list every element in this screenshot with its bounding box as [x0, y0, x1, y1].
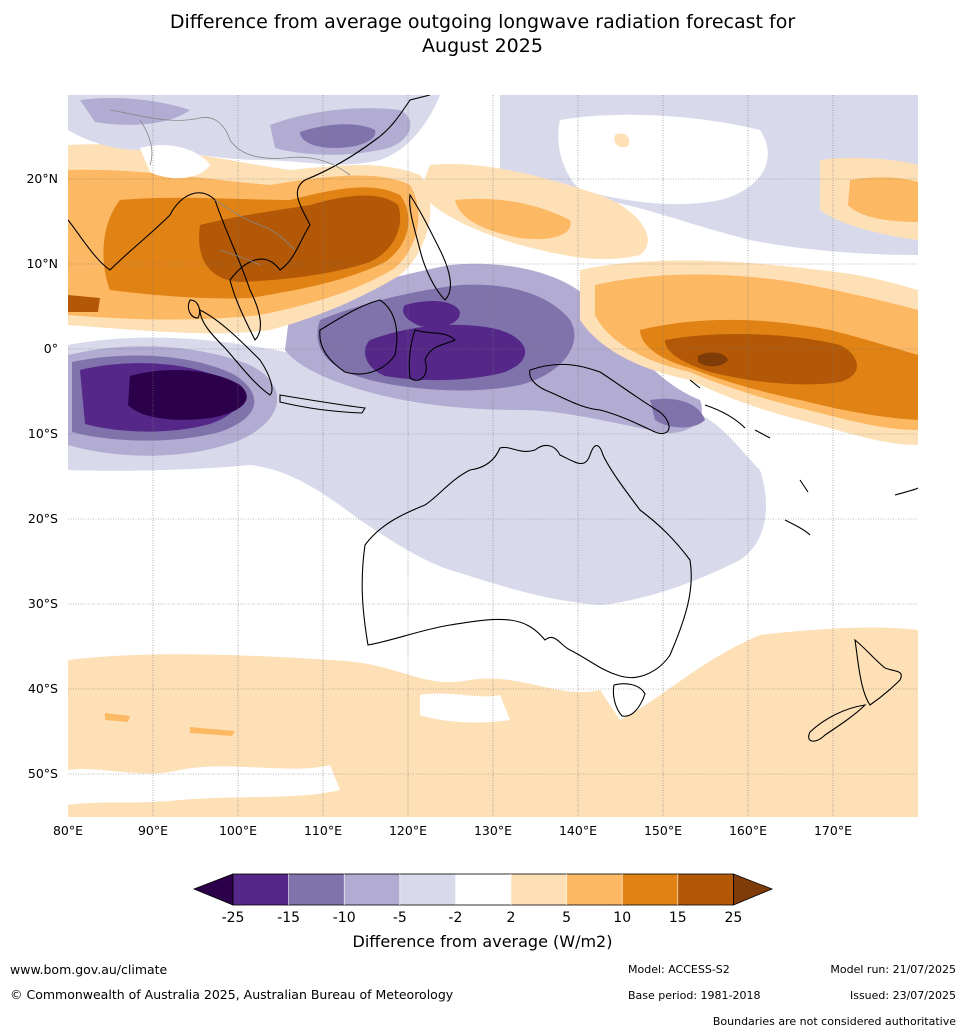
lat-label: 40°S: [28, 681, 58, 696]
colorbar-tick-label: -2: [448, 910, 462, 926]
title-line-2: August 2025: [422, 35, 543, 57]
new-zealand-coastline: [808, 638, 902, 742]
colorbar-max-extension: [733, 873, 774, 906]
lon-label: 160°E: [729, 823, 767, 838]
lon-label: 100°E: [219, 823, 257, 838]
colorbar-tick-label: -5: [393, 910, 407, 926]
website-text: www.bom.gov.au/climate: [10, 962, 168, 977]
title-line-1: Difference from average outgoing longwav…: [169, 11, 796, 33]
vanuatu-fiji-coastline: [784, 479, 918, 536]
lon-label: 150°E: [644, 823, 682, 838]
lat-label: 20°N: [26, 171, 58, 186]
lon-label: 90°E: [138, 823, 168, 838]
colorbar-segment: [622, 874, 678, 905]
tasmania-coastline: [612, 683, 646, 717]
colorbar-tick-label: -10: [333, 910, 356, 926]
colorbar-tick-label: 10: [613, 910, 631, 926]
colorbar-segment: [677, 874, 734, 905]
philippines-coastline: [409, 193, 451, 301]
lat-label: 0°: [44, 341, 58, 356]
colorbar-tick-label: 15: [669, 910, 687, 926]
png-islands-coastline: [689, 379, 771, 439]
colorbar-segment: [511, 874, 567, 905]
graticule: [68, 95, 918, 817]
lon-label: 130°E: [474, 823, 512, 838]
disclaimer-text: Boundaries are not considered authoritat…: [712, 1015, 956, 1028]
asia-mainland-coastline: [68, 95, 431, 341]
sulawesi-coastline: [408, 329, 456, 381]
colorbar-segment: [455, 874, 511, 905]
colorbar-tick-label: 25: [724, 910, 742, 926]
colorbar-tick-label: 2: [507, 910, 516, 926]
colorbar: -25 -15 -10 -5 -2 2 5 10 15 25: [192, 873, 774, 926]
issued-text: Issued: 23/07/2025: [849, 989, 956, 1002]
latitude-labels: 20°N 10°N 0° 10°S 20°S 30°S 40°S 50°S: [26, 171, 58, 781]
coastlines: [68, 95, 918, 742]
colorbar-tick-label: -25: [222, 910, 245, 926]
lon-label: 110°E: [304, 823, 342, 838]
australia-coastline: [361, 444, 692, 678]
colorbar-segment: [288, 874, 345, 905]
colorbar-segment: [399, 874, 456, 905]
colorbar-label: Difference from average (W/m2): [352, 932, 613, 951]
lat-label: 20°S: [28, 511, 58, 526]
lat-label: 30°S: [28, 596, 58, 611]
colorbar-segment: [233, 874, 289, 905]
map-title: Difference from average outgoing longwav…: [0, 10, 965, 58]
colorbar-min-extension: [192, 873, 234, 906]
lat-label: 50°S: [28, 766, 58, 781]
lon-label: 170°E: [814, 823, 852, 838]
lon-label: 120°E: [389, 823, 427, 838]
java-coastline: [279, 394, 366, 414]
model-run-text: Model run: 21/07/2025: [830, 963, 956, 976]
colorbar-segment: [566, 874, 623, 905]
longitude-labels: 80°E 90°E 100°E 110°E 120°E 130°E 140°E …: [53, 823, 852, 838]
lon-label: 140°E: [559, 823, 597, 838]
base-period-text: Base period: 1981-2018: [628, 989, 761, 1002]
borneo-coastline: [319, 299, 398, 375]
lon-label: 80°E: [53, 823, 83, 838]
copyright-text: © Commonwealth of Australia 2025, Austra…: [10, 987, 454, 1002]
country-borders: [109, 109, 351, 266]
colorbar-tick-label: 5: [562, 910, 571, 926]
sri-lanka-coastline: [187, 299, 201, 319]
colorbar-tick-label: -15: [277, 910, 300, 926]
lat-label: 10°N: [26, 256, 58, 271]
new-guinea-coastline: [529, 363, 670, 434]
model-text: Model: ACCESS-S2: [628, 963, 730, 976]
colorbar-segment: [344, 874, 400, 905]
lat-label: 10°S: [28, 426, 58, 441]
sumatra-coastline: [199, 309, 273, 396]
